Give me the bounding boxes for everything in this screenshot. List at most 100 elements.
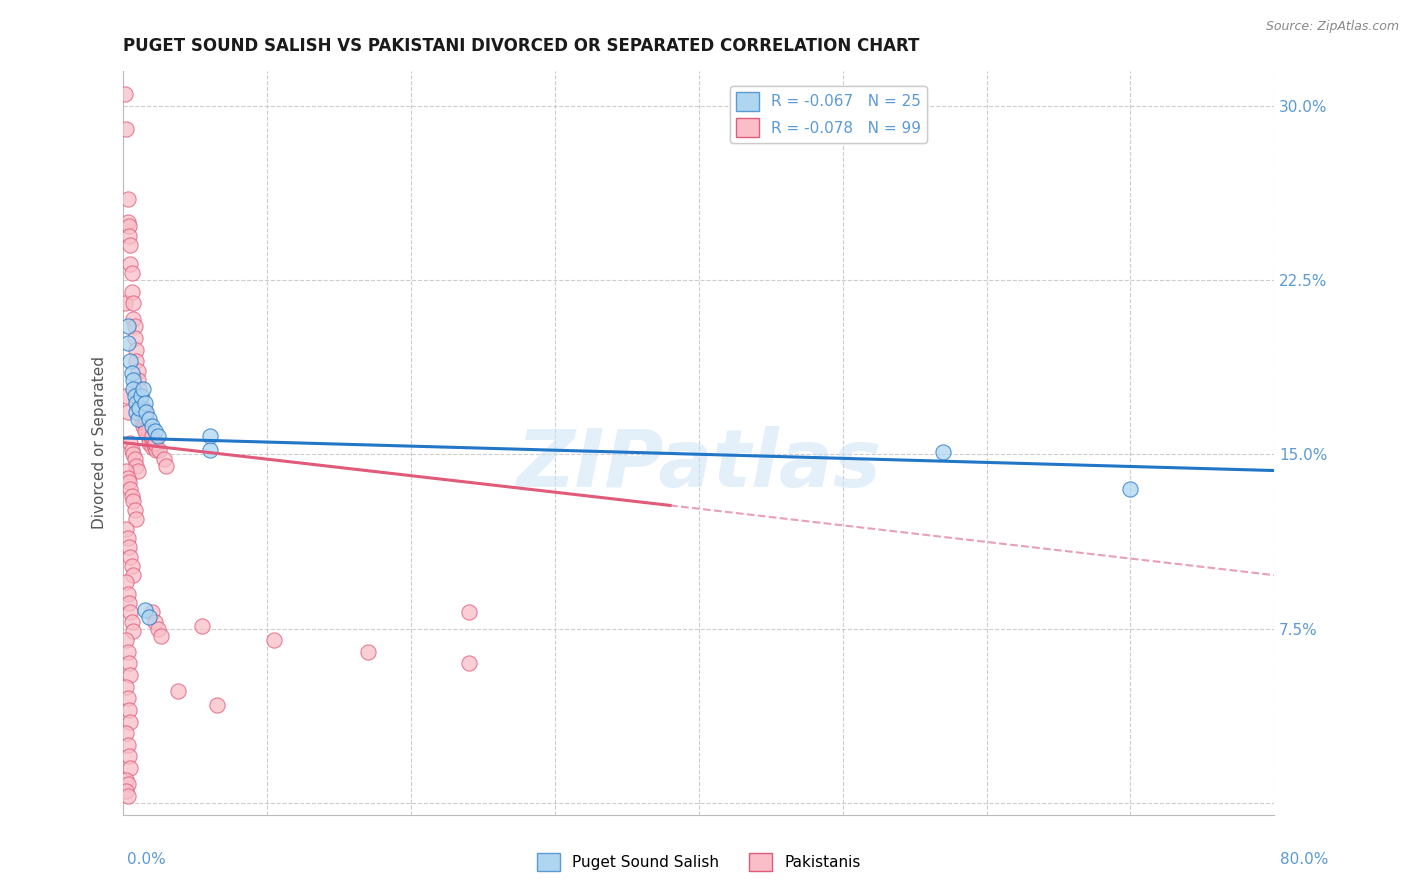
Point [122,624,145,638]
Point [132,382,155,396]
Point [122,373,145,387]
Point [132,401,155,415]
Point [124,389,146,403]
Point [134,603,156,617]
Point [121,266,143,280]
Point [120,257,142,271]
Point [115,726,138,740]
Point [115,121,138,136]
Point [191,619,214,633]
Point [129,389,152,403]
Text: ZIPatlas: ZIPatlas [516,426,882,504]
Point [120,605,142,619]
Point [121,558,143,573]
Point [141,419,163,434]
Point [148,442,170,457]
Point [149,629,172,643]
Point [115,772,138,787]
Point [117,531,139,545]
Point [457,657,479,671]
Point [127,412,149,426]
Point [135,424,157,438]
Point [139,428,162,442]
Point [120,354,142,368]
Point [143,440,166,454]
Point [124,331,146,345]
Point [117,587,139,601]
Point [117,405,139,419]
Point [114,87,136,101]
Point [205,698,228,713]
Point [1119,482,1142,496]
Point [121,285,143,299]
Point [125,458,148,473]
Point [135,405,157,419]
Point [117,215,139,229]
Point [129,389,152,403]
Point [263,633,285,648]
Point [457,605,479,619]
Point [155,458,177,473]
Point [142,438,165,452]
Point [114,296,136,310]
Point [146,622,169,636]
Point [138,610,160,624]
Point [124,503,146,517]
Point [138,412,160,426]
Point [117,192,139,206]
Point [118,541,141,555]
Point [152,451,174,466]
Point [131,405,153,419]
Point [145,442,167,457]
Point [127,464,149,478]
Point [118,749,141,764]
Point [141,440,163,454]
Point [122,382,145,396]
Point [134,396,156,410]
Point [122,312,145,326]
Text: 80.0%: 80.0% [1281,852,1329,867]
Point [134,417,156,431]
Point [146,428,169,442]
Point [115,522,138,536]
Text: Source: ZipAtlas.com: Source: ZipAtlas.com [1265,20,1399,33]
Point [125,354,148,368]
Point [167,684,190,698]
Point [117,335,139,350]
Point [120,482,142,496]
Point [138,435,160,450]
Point [932,445,955,459]
Point [120,668,142,682]
Point [125,512,148,526]
Point [115,784,138,798]
Point [117,691,139,706]
Point [120,714,142,729]
Point [118,475,141,490]
Point [117,319,139,334]
Point [115,575,138,590]
Point [143,615,166,629]
Point [115,389,138,403]
Point [127,363,149,377]
Point [135,412,157,426]
Point [121,489,143,503]
Point [129,401,152,415]
Point [122,296,145,310]
Point [141,428,163,442]
Point [121,615,143,629]
Point [136,419,159,434]
Y-axis label: Divorced or Separated: Divorced or Separated [93,356,107,529]
Point [143,435,166,450]
Point [122,447,145,461]
Point [141,605,163,619]
Point [122,493,145,508]
Point [127,373,149,387]
Point [120,549,142,564]
Point [118,228,141,243]
Point [118,703,141,717]
Point [115,464,138,478]
Point [118,596,141,610]
Point [128,382,150,396]
Point [117,777,139,791]
Point [134,405,156,419]
